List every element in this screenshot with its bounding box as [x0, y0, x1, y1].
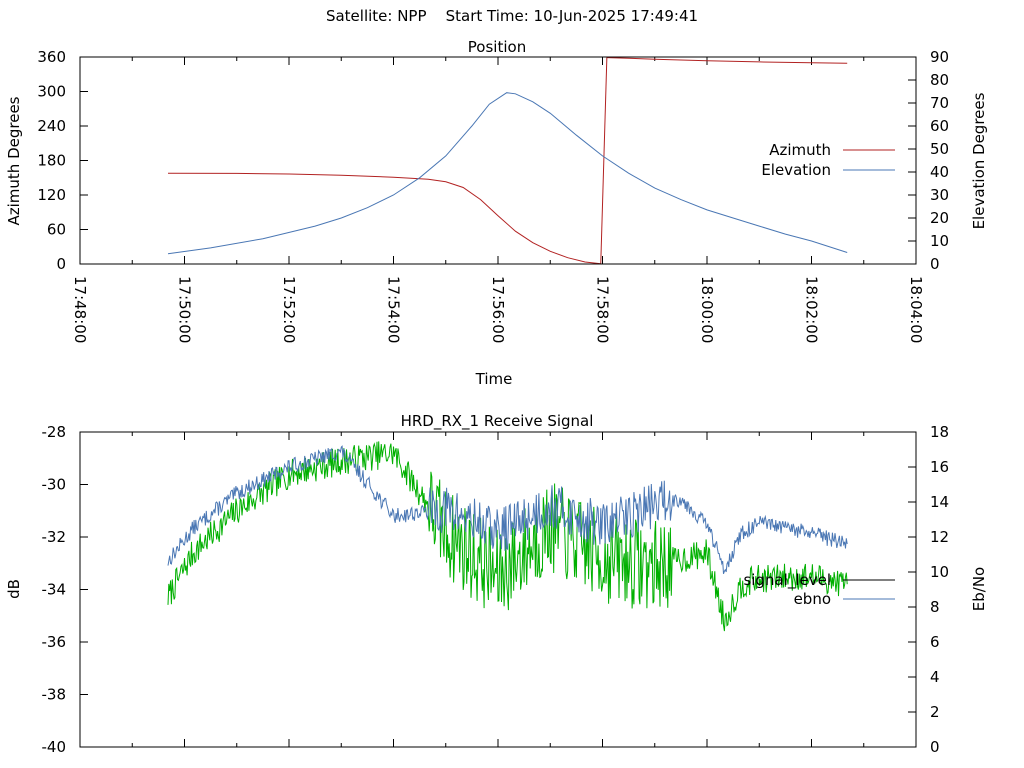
receive-signal-y2-tick-label: 0 [930, 738, 940, 756]
position-x-tick-label: 18:00:00 [698, 276, 716, 343]
legend-azimuth-label: Azimuth [769, 141, 831, 159]
position-y2-tick-labels: 0 10 20 30 40 50 60 70 80 90 [930, 48, 949, 273]
position-y-tick-labels: 0 60 120 180 240 300 360 [37, 48, 66, 273]
position-x-tick-label: 17:58:00 [594, 276, 612, 343]
position-y2-tick-label: 30 [930, 186, 949, 204]
position-x-tick-label: 17:52:00 [280, 276, 298, 343]
receive-signal-y2-tick-label: 14 [930, 493, 949, 511]
receive-signal-y-tick-label: -30 [42, 476, 67, 494]
receive-signal-y2-tick-label: 2 [930, 703, 940, 721]
position-y2-tick-label: 50 [930, 140, 949, 158]
position-y-tick-label: 0 [56, 255, 66, 273]
position-y2-tick-label: 60 [930, 117, 949, 135]
receive-signal-y2-tick-label: 8 [930, 598, 940, 616]
receive-signal-ticks [79, 431, 917, 748]
receive-signal-y2-tick-label: 18 [930, 423, 949, 441]
ebno-line [167, 445, 848, 574]
receive-signal-y-axis-label: dB [5, 579, 23, 599]
receive-signal-y2-tick-labels: 0 2 4 6 8 10 12 14 16 18 [930, 423, 949, 756]
position-y2-tick-label: 80 [930, 71, 949, 89]
receive-signal-y2-tick-label: 16 [930, 458, 949, 476]
receive-signal-plot-frame [79, 431, 917, 748]
receive-signal-y-tick-label: -32 [42, 528, 67, 546]
receive-signal-y-tick-label: -28 [42, 423, 67, 441]
receive-signal-y-tick-label: -40 [42, 738, 67, 756]
position-x-tick-label: 17:56:00 [489, 276, 507, 343]
receive-signal-series [167, 441, 848, 632]
receive-signal-y2-axis-label: Eb/No [970, 567, 988, 611]
position-x-tick-label: 17:50:00 [176, 276, 194, 343]
position-y2-tick-label: 40 [930, 163, 949, 181]
legend-ebno-label: ebno [794, 590, 831, 608]
position-x-tick-label: 17:54:00 [385, 276, 403, 343]
position-x-axis-label: Time [475, 370, 513, 388]
position-plot-frame [79, 56, 917, 265]
position-y2-tick-label: 20 [930, 209, 949, 227]
figure-title: Satellite: NPP Start Time: 10-Jun-2025 1… [325, 7, 699, 25]
receive-signal-y-tick-label: -34 [42, 581, 67, 599]
receive-signal-y2-tick-label: 10 [930, 563, 949, 581]
receive-signal-y2-tick-label: 4 [930, 668, 940, 686]
receive-signal-y2-tick-label: 12 [930, 528, 949, 546]
position-y2-tick-label: 90 [930, 48, 949, 66]
position-series [167, 57, 848, 265]
position-y-tick-label: 120 [37, 186, 66, 204]
position-x-tick-label: 17:48:00 [71, 276, 89, 343]
position-y-tick-label: 60 [47, 221, 66, 239]
receive-signal-y-tick-label: -36 [42, 633, 67, 651]
position-y-axis-label: Azimuth Degrees [5, 96, 23, 225]
position-chart: Position 17:48:00 17:50:00 17:52:00 17:54:0… [5, 38, 988, 388]
position-y-tick-label: 240 [37, 117, 66, 135]
signal-level-line [167, 441, 848, 632]
azimuth-line [167, 172, 601, 265]
azimuth-line-wrapped [606, 57, 848, 64]
position-y-tick-label: 360 [37, 48, 66, 66]
position-y2-tick-label: 70 [930, 94, 949, 112]
position-x-tick-label: 18:04:00 [907, 276, 925, 343]
position-legend: Azimuth Elevation [761, 141, 895, 179]
position-y2-tick-label: 0 [930, 255, 940, 273]
azimuth-wrap-line [600, 57, 608, 264]
position-x-tick-label: 18:02:00 [803, 276, 821, 343]
receive-signal-y-tick-label: -38 [42, 686, 67, 704]
position-x-tick-labels: 17:48:00 17:50:00 17:52:00 17:54:00 17:56:00… [71, 276, 925, 343]
position-y-tick-label: 300 [37, 83, 66, 101]
receive-signal-chart: HRD_RX_1 Receive Signal -28-30-32-34-36-… [5, 412, 988, 756]
receive-signal-y2-tick-label: 6 [930, 633, 940, 651]
position-y2-axis-label: Elevation Degrees [970, 92, 988, 229]
position-y2-tick-label: 10 [930, 232, 949, 250]
legend-signal-level-label: signal_level [743, 571, 831, 590]
receive-signal-chart-title: HRD_RX_1 Receive Signal [401, 412, 594, 431]
position-chart-title: Position [468, 38, 526, 56]
position-y-tick-label: 180 [37, 152, 66, 170]
receive-signal-y-tick-labels: -28 -30 -32 -34 -36 -38 -40 [42, 423, 67, 756]
elevation-line [167, 92, 848, 255]
legend-elevation-label: Elevation [761, 161, 831, 179]
